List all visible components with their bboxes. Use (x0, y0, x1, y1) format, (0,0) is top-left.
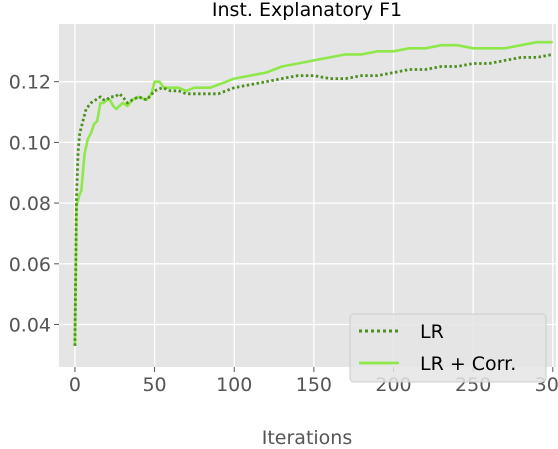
grid (59, 24, 556, 367)
x-tick-label: 0 (69, 374, 81, 396)
legend-label-lr-corr: LR + Corr. (420, 353, 516, 375)
y-tick-label: 0.06 (9, 254, 51, 276)
series-line-lr (73, 53, 554, 346)
y-tick-label: 0.08 (9, 193, 51, 215)
legend-box (349, 313, 547, 383)
x-axis-label: Iterations (262, 427, 353, 449)
series-line-lr-corr (73, 40, 553, 346)
x-tick-label: 100 (216, 374, 252, 396)
x-tick-label: 150 (296, 374, 332, 396)
x-tick-label: 50 (142, 374, 166, 396)
chart-title: Inst. Explanatory F1 (212, 0, 402, 21)
series-layer (73, 40, 554, 346)
y-tick-label: 0.12 (9, 72, 51, 94)
y-tick-label: 0.10 (9, 132, 51, 154)
legend-label-lr: LR (420, 321, 444, 343)
legend: LR LR + Corr. (349, 313, 547, 383)
y-tick-label: 0.04 (9, 315, 51, 337)
